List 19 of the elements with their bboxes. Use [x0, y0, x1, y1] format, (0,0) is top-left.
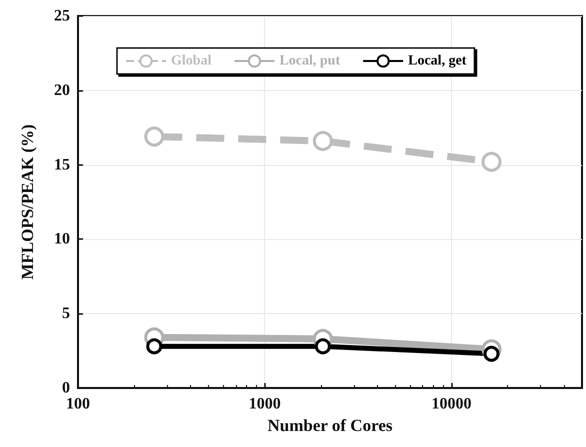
y-tick-label: 10 — [54, 230, 70, 248]
point — [312, 130, 333, 151]
y-axis-title: MFLOPS/PEAK (%) — [18, 124, 37, 280]
y-tick-label: 5 — [62, 305, 70, 322]
legend-label: Local, get — [408, 54, 467, 68]
point — [146, 338, 162, 354]
y-tick-label: 0 — [62, 380, 70, 396]
legend-label: Local, put — [279, 54, 340, 68]
x-tick-label: 1000 — [248, 396, 281, 412]
y-tick-label: 25 — [54, 8, 70, 24]
point — [314, 338, 331, 354]
x-axis-title: Number of Cores — [268, 416, 393, 435]
y-tick-label: 20 — [54, 82, 70, 99]
point — [482, 152, 502, 172]
legend-label: Global — [171, 54, 212, 68]
x-tick-label: 10000 — [431, 396, 472, 412]
point — [144, 126, 164, 147]
x-tick-label: 100 — [66, 396, 90, 412]
y-tick-label: 15 — [54, 156, 70, 174]
